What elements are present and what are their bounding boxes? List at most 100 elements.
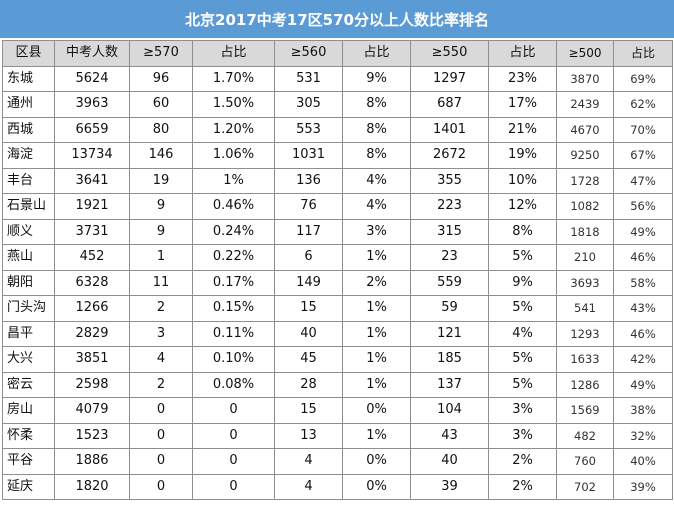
cell-ge570: 2 <box>129 371 193 398</box>
cell-ratio-500: 49% <box>613 218 673 245</box>
cell-exam-count: 4079 <box>54 397 130 424</box>
cell-ratio-560: 8% <box>342 116 411 143</box>
cell-ge550: 137 <box>410 371 489 398</box>
cell-ratio-570: 0 <box>192 448 275 475</box>
cell-ratio-550: 3% <box>488 422 557 449</box>
cell-ge500: 210 <box>556 244 614 271</box>
cell-ge560: 28 <box>274 371 343 398</box>
cell-ratio-550: 3% <box>488 397 557 424</box>
cell-district: 海淀 <box>2 142 55 169</box>
cell-district: 门头沟 <box>2 295 55 322</box>
cell-district: 房山 <box>2 397 55 424</box>
cell-exam-count: 1820 <box>54 473 130 500</box>
cell-district: 顺义 <box>2 218 55 245</box>
header-ge560: ≥560 <box>274 40 343 67</box>
cell-exam-count: 5624 <box>54 65 130 92</box>
table-row: 丰台 3641 19 1% 136 4% 355 10% 1728 47% <box>2 167 673 194</box>
cell-ge500: 1286 <box>556 371 614 398</box>
cell-exam-count: 3641 <box>54 167 130 194</box>
cell-ge560: 15 <box>274 397 343 424</box>
cell-ge570: 80 <box>129 116 193 143</box>
cell-ratio-550: 2% <box>488 448 557 475</box>
cell-ratio-570: 0 <box>192 422 275 449</box>
cell-exam-count: 6328 <box>54 269 130 296</box>
cell-ge570: 96 <box>129 65 193 92</box>
cell-ge550: 315 <box>410 218 489 245</box>
cell-ge550: 1401 <box>410 116 489 143</box>
table-row: 怀柔 1523 0 0 13 1% 43 3% 482 32% <box>2 422 673 449</box>
cell-ge570: 2 <box>129 295 193 322</box>
cell-ratio-500: 49% <box>613 371 673 398</box>
cell-ratio-550: 5% <box>488 346 557 373</box>
cell-exam-count: 6659 <box>54 116 130 143</box>
cell-district: 密云 <box>2 371 55 398</box>
header-ge570: ≥570 <box>129 40 193 67</box>
cell-ge550: 121 <box>410 320 489 347</box>
cell-ratio-560: 0% <box>342 473 411 500</box>
cell-ge550: 2672 <box>410 142 489 169</box>
cell-ge570: 0 <box>129 448 193 475</box>
header-ratio-500: 占比 <box>613 40 673 67</box>
cell-ratio-560: 0% <box>342 397 411 424</box>
cell-ratio-560: 2% <box>342 269 411 296</box>
cell-ge500: 1569 <box>556 397 614 424</box>
cell-ge560: 6 <box>274 244 343 271</box>
cell-ratio-550: 17% <box>488 91 557 118</box>
cell-ratio-560: 4% <box>342 193 411 220</box>
cell-district: 通州 <box>2 91 55 118</box>
cell-ratio-560: 8% <box>342 91 411 118</box>
cell-ratio-500: 38% <box>613 397 673 424</box>
cell-ge550: 687 <box>410 91 489 118</box>
cell-exam-count: 1266 <box>54 295 130 322</box>
table-row: 密云 2598 2 0.08% 28 1% 137 5% 1286 49% <box>2 371 673 398</box>
cell-ratio-550: 21% <box>488 116 557 143</box>
cell-ge500: 3693 <box>556 269 614 296</box>
cell-district: 石景山 <box>2 193 55 220</box>
table-row: 东城 5624 96 1.70% 531 9% 1297 23% 3870 69% <box>2 65 673 92</box>
cell-exam-count: 3963 <box>54 91 130 118</box>
cell-ratio-550: 4% <box>488 320 557 347</box>
cell-ratio-570: 0.24% <box>192 218 275 245</box>
cell-ratio-570: 0.08% <box>192 371 275 398</box>
cell-exam-count: 2829 <box>54 320 130 347</box>
cell-ge560: 531 <box>274 65 343 92</box>
header-row: 区县 中考人数 ≥570 占比 ≥560 占比 ≥550 占比 ≥500 占比 <box>2 40 673 67</box>
cell-ratio-570: 0.10% <box>192 346 275 373</box>
cell-ratio-500: 67% <box>613 142 673 169</box>
cell-ratio-500: 56% <box>613 193 673 220</box>
cell-ge500: 760 <box>556 448 614 475</box>
cell-district: 东城 <box>2 65 55 92</box>
cell-ge560: 4 <box>274 448 343 475</box>
cell-ratio-550: 2% <box>488 473 557 500</box>
cell-ge570: 3 <box>129 320 193 347</box>
header-ratio-560: 占比 <box>342 40 411 67</box>
cell-ratio-550: 8% <box>488 218 557 245</box>
cell-ratio-500: 70% <box>613 116 673 143</box>
cell-exam-count: 3731 <box>54 218 130 245</box>
cell-ratio-560: 4% <box>342 167 411 194</box>
cell-ge560: 305 <box>274 91 343 118</box>
cell-ratio-500: 69% <box>613 65 673 92</box>
cell-ge570: 0 <box>129 397 193 424</box>
cell-ge500: 1633 <box>556 346 614 373</box>
cell-ge550: 104 <box>410 397 489 424</box>
table-row: 通州 3963 60 1.50% 305 8% 687 17% 2439 62% <box>2 91 673 118</box>
cell-ratio-500: 46% <box>613 320 673 347</box>
table-row: 西城 6659 80 1.20% 553 8% 1401 21% 4670 70% <box>2 116 673 143</box>
cell-ratio-560: 1% <box>342 320 411 347</box>
cell-ge550: 39 <box>410 473 489 500</box>
cell-ratio-570: 0.11% <box>192 320 275 347</box>
cell-ratio-500: 39% <box>613 473 673 500</box>
cell-ratio-570: 0.22% <box>192 244 275 271</box>
cell-ratio-570: 0.15% <box>192 295 275 322</box>
cell-district: 怀柔 <box>2 422 55 449</box>
header-district: 区县 <box>2 40 55 67</box>
cell-ge560: 4 <box>274 473 343 500</box>
cell-ge570: 0 <box>129 422 193 449</box>
cell-ge500: 482 <box>556 422 614 449</box>
cell-ratio-500: 62% <box>613 91 673 118</box>
cell-ge500: 1728 <box>556 167 614 194</box>
cell-ratio-550: 9% <box>488 269 557 296</box>
cell-ratio-500: 47% <box>613 167 673 194</box>
cell-ge500: 9250 <box>556 142 614 169</box>
